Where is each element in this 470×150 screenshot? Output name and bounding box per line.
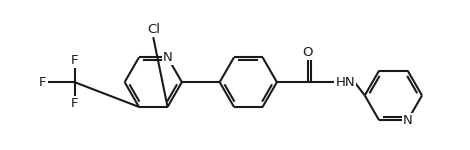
- Text: F: F: [71, 54, 78, 67]
- Text: F: F: [39, 76, 47, 89]
- Text: HN: HN: [336, 76, 355, 89]
- Text: N: N: [403, 114, 413, 127]
- Text: O: O: [302, 46, 313, 59]
- Text: Cl: Cl: [147, 22, 160, 36]
- Text: N: N: [163, 51, 172, 64]
- Text: F: F: [71, 97, 78, 110]
